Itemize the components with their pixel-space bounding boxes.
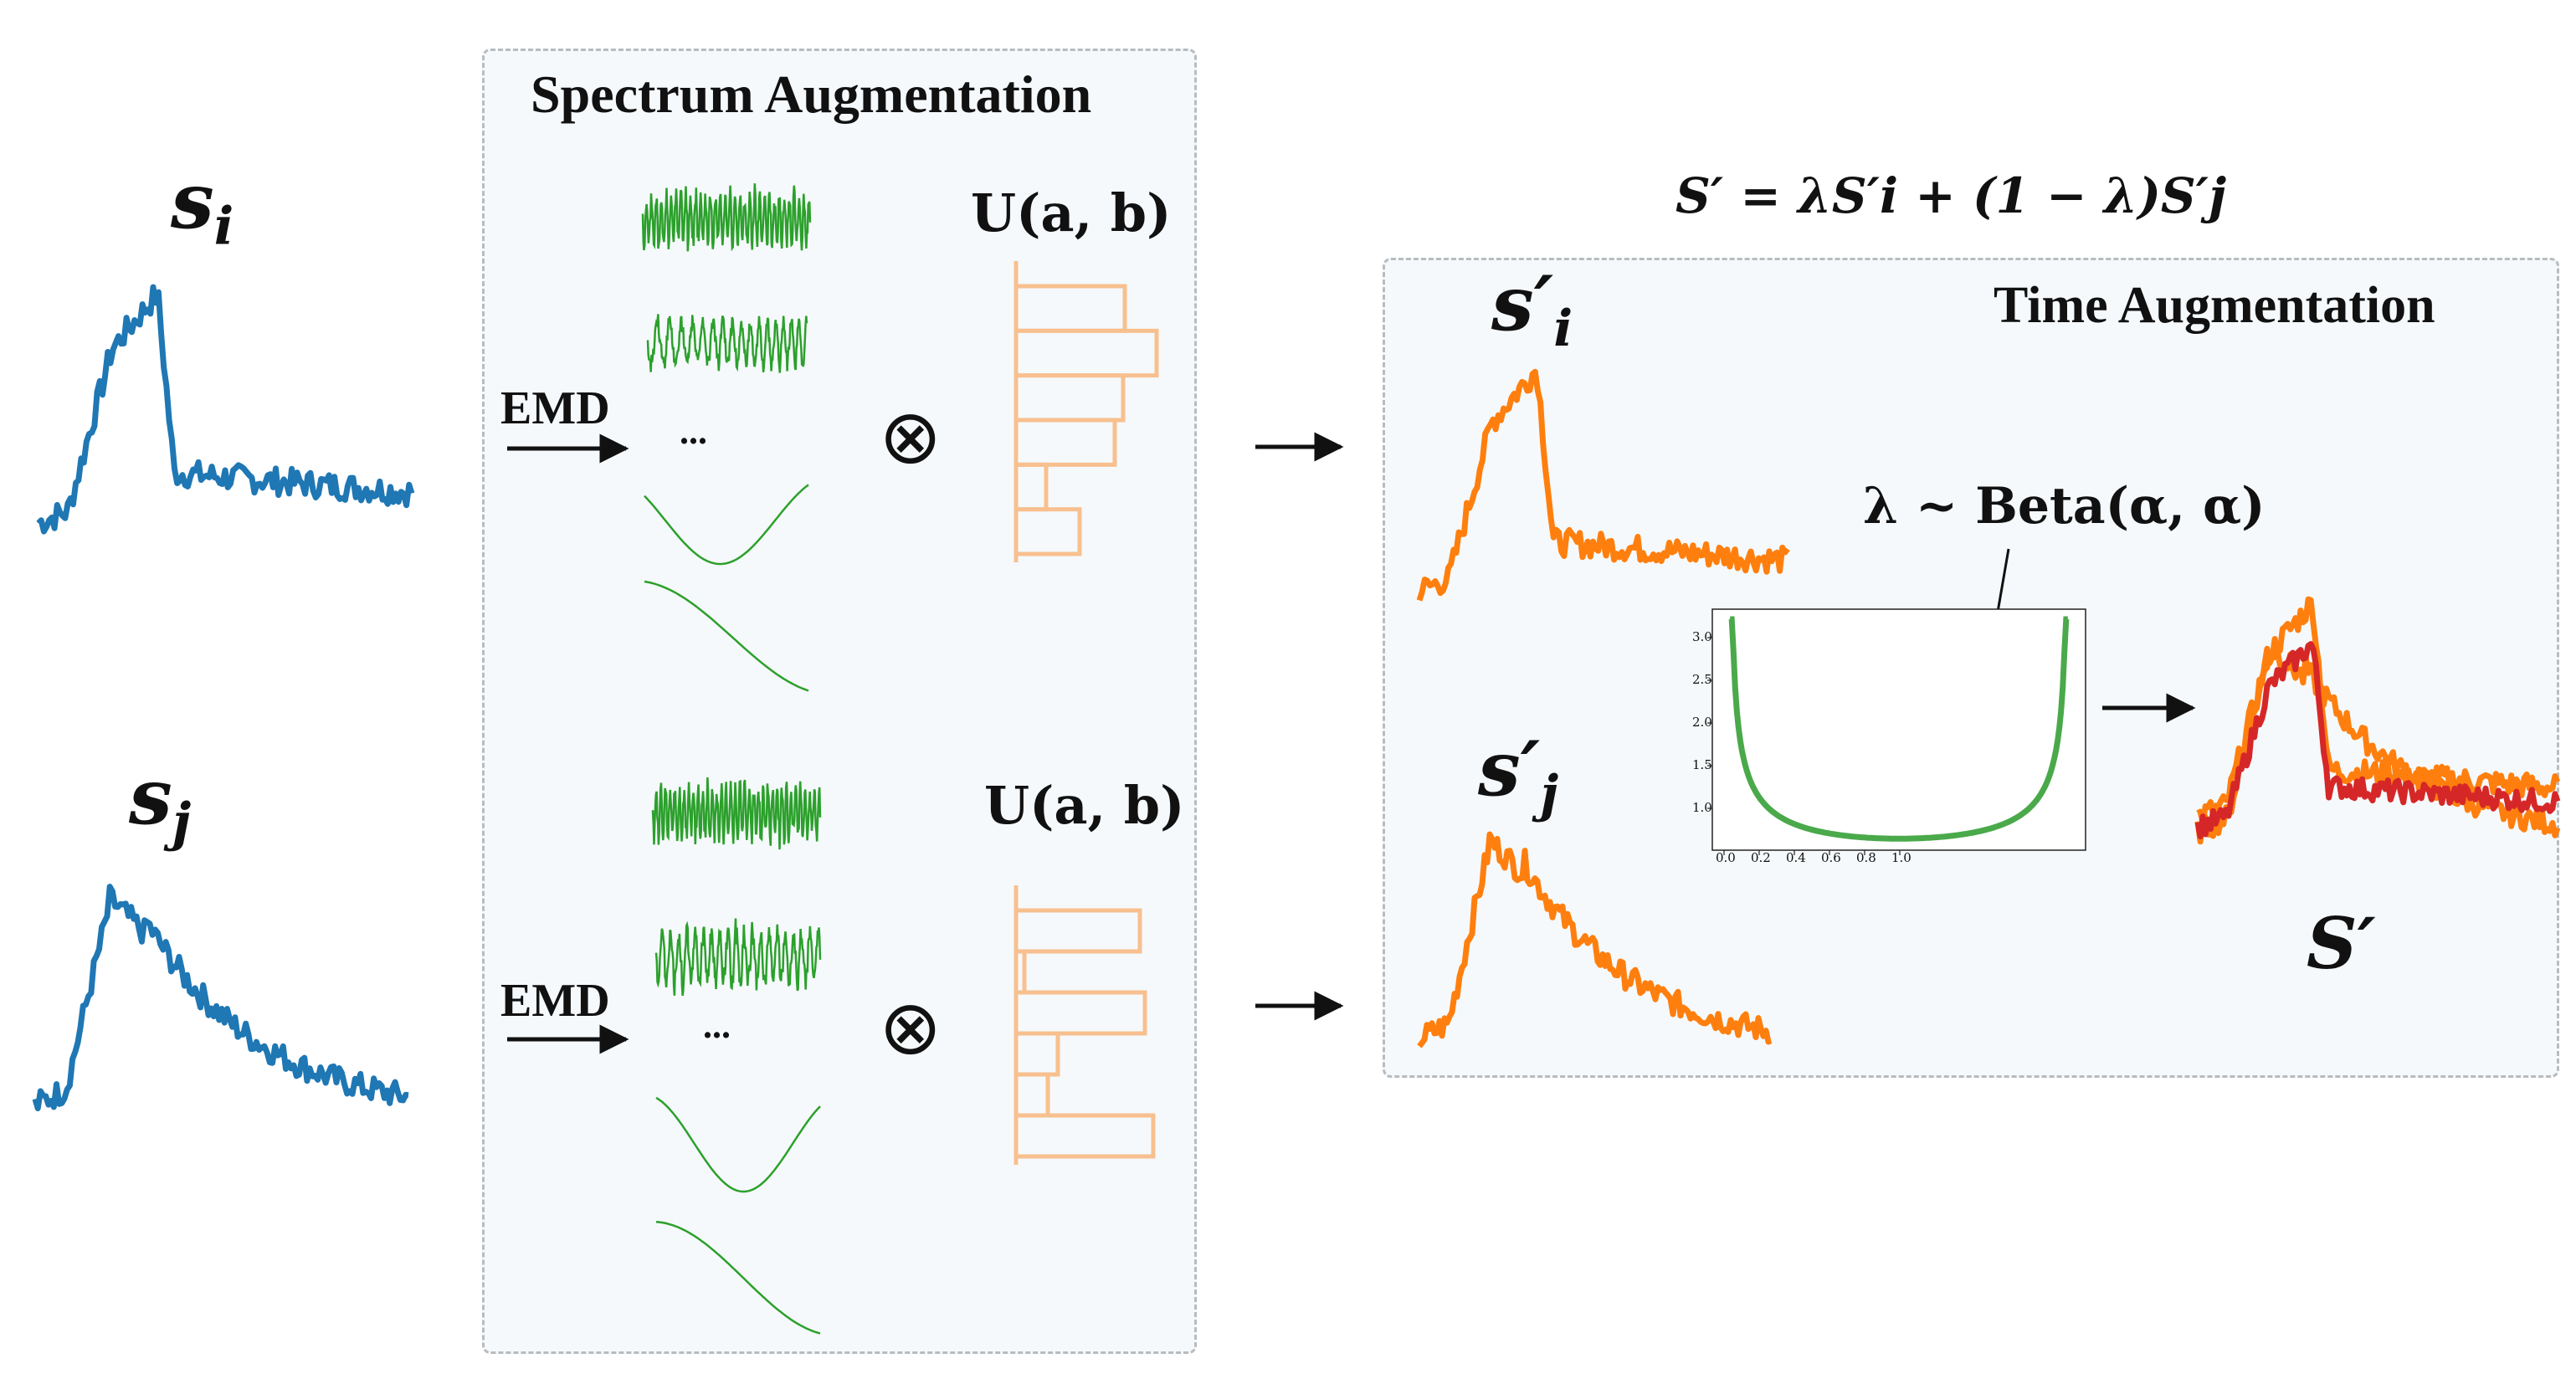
beta-xtick: 0.8 — [1856, 850, 1876, 865]
imf-ellipsis-top: ... — [680, 411, 707, 452]
uniform-weights-histogram-top — [1013, 261, 1159, 562]
imf-curve — [644, 484, 809, 566]
emd-label-bottom: EMD — [500, 975, 610, 1027]
beta-pdf-curve — [1728, 616, 2070, 842]
signal-si-label: si — [171, 156, 234, 257]
imf-curve — [641, 183, 812, 252]
uniform-weights-histogram-bottom — [1013, 885, 1156, 1165]
imf-curve — [655, 1220, 821, 1335]
histogram-bar — [1013, 507, 1082, 556]
tensor-product-symbol-top: ⊗ — [879, 393, 942, 481]
histogram-bar — [1013, 462, 1049, 512]
histogram-bar — [1013, 1113, 1156, 1159]
histogram-bar — [1013, 418, 1117, 467]
signal-sj-label: sj — [129, 751, 192, 853]
imf-curve — [651, 777, 822, 850]
beta-xtick: 0.0 — [1716, 850, 1736, 865]
uniform-distribution-label-top: U(a, b) — [971, 182, 1172, 244]
emd-label-top: EMD — [500, 382, 610, 434]
imf-ellipsis-bottom: ... — [703, 1005, 731, 1046]
augmented-si-label: s′i — [1491, 259, 1573, 358]
histogram-bar — [1013, 1072, 1050, 1118]
spectrum-augmentation-panel — [482, 49, 1197, 1354]
beta-ytick: 1.5 — [1692, 757, 1712, 772]
mixed-signal-label: S′ — [2307, 902, 2376, 985]
beta-xtick: 0.6 — [1821, 850, 1841, 865]
histogram-bar — [1013, 284, 1127, 333]
histogram-bar — [1013, 908, 1142, 954]
beta-distribution-plot — [1707, 608, 2086, 855]
imf-curve — [646, 314, 808, 373]
histogram-bar — [1013, 1031, 1060, 1077]
beta-xtick: 1.0 — [1891, 850, 1911, 865]
beta-ytick: 2.5 — [1692, 672, 1712, 687]
beta-xtick: 0.4 — [1786, 850, 1806, 865]
histogram-bar — [1013, 990, 1147, 1036]
augmented-si-curve — [1416, 368, 1790, 602]
histogram-bar — [1013, 949, 1027, 995]
tensor-product-symbol-bottom: ⊗ — [879, 984, 942, 1072]
beta-ytick: 3.0 — [1692, 629, 1712, 644]
signal-sj-curve — [32, 884, 409, 1111]
imf-curve — [654, 918, 822, 997]
mixed-signal-curve — [2194, 641, 2561, 840]
beta-ytick: 2.0 — [1692, 715, 1712, 730]
augmented-sj-label: s′j — [1478, 725, 1559, 823]
beta-xtick: 0.2 — [1751, 850, 1771, 865]
time-augmentation-title: Time Augmentation — [1994, 277, 2435, 334]
mixup-formula: S′ = λS′i + (1 − λ)S′j — [1675, 167, 2227, 224]
signal-si-curve — [36, 284, 415, 535]
imf-curve — [644, 580, 809, 692]
histogram-bar — [1013, 328, 1159, 378]
augmented-sj-curve — [1417, 831, 1773, 1048]
histogram-bar — [1013, 373, 1126, 423]
beta-ytick: 1.0 — [1692, 800, 1712, 815]
spectrum-augmentation-title: Spectrum Augmentation — [531, 64, 1092, 124]
uniform-distribution-label-bottom: U(a, b) — [984, 775, 1185, 836]
imf-curve — [655, 1096, 821, 1193]
lambda-beta-label: λ ~ Beta(α, α) — [1863, 477, 2266, 536]
